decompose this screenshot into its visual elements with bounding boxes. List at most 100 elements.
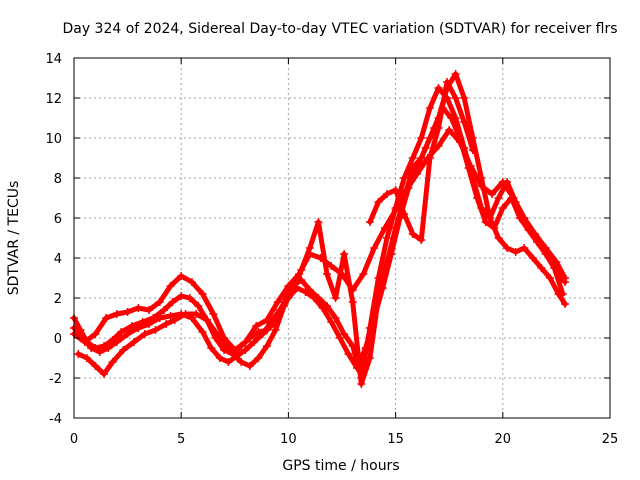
data-point-marker: [425, 104, 434, 112]
data-point-marker: [241, 338, 250, 346]
axis-ticks: 0 5 10 15 20 25 -4 -2 0 2 4 6 8 10 12 14: [45, 52, 618, 447]
data-point-marker: [460, 118, 469, 126]
data-point-marker: [509, 194, 518, 202]
data-point-marker: [314, 218, 323, 226]
y-tick-label: 0: [54, 332, 62, 347]
data-point-marker: [344, 350, 353, 358]
data-point-marker: [365, 354, 374, 362]
data-point-marker: [327, 262, 336, 270]
data-point-marker: [503, 244, 512, 252]
data-point-marker: [95, 348, 104, 356]
data-point-marker: [252, 322, 261, 330]
data-point-marker: [209, 310, 218, 318]
data-point-marker: [468, 146, 477, 154]
data-point-marker: [262, 316, 271, 324]
plot-frame: [73, 57, 611, 419]
data-point-marker: [335, 334, 344, 342]
data-point-marker: [102, 314, 111, 322]
data-point-marker: [220, 334, 229, 342]
data-point-marker: [127, 322, 136, 330]
data-point-marker: [473, 194, 482, 202]
data-point-marker: [391, 186, 400, 194]
data-point-marker: [134, 304, 143, 312]
data-point-marker: [245, 362, 254, 370]
data-point-marker: [374, 198, 383, 206]
data-point-marker: [258, 330, 267, 338]
data-point-marker: [273, 298, 282, 306]
y-tick-label: 2: [54, 292, 62, 307]
data-point-marker: [155, 298, 164, 306]
data-point-marker: [100, 370, 109, 378]
data-point-marker: [530, 230, 539, 238]
data-point-marker: [280, 302, 289, 310]
series-line: [71, 105, 566, 371]
data-point-marker: [434, 124, 443, 132]
data-point-marker: [185, 294, 194, 302]
data-point-marker: [123, 330, 132, 338]
data-point-marker: [541, 244, 550, 252]
y-tick-label: 6: [54, 212, 62, 227]
data-point-marker: [370, 244, 379, 252]
y-tick-label: 4: [54, 252, 62, 267]
data-point-marker: [192, 310, 201, 318]
data-point-marker: [119, 346, 128, 354]
data-point-marker: [383, 234, 392, 242]
data-series-layer: [70, 70, 569, 388]
y-tick-label: 12: [45, 92, 62, 107]
data-point-marker: [408, 164, 417, 172]
data-point-marker: [198, 328, 207, 336]
x-tick-label: 15: [387, 432, 404, 447]
data-point-marker: [338, 270, 346, 278]
data-point-marker: [455, 138, 464, 146]
data-point-marker: [383, 190, 392, 198]
y-tick-label: -4: [49, 412, 62, 427]
data-point-marker: [230, 346, 239, 354]
y-tick-label: -2: [49, 372, 62, 387]
data-point-marker: [284, 282, 293, 290]
data-point-marker: [74, 350, 83, 358]
data-point-marker: [224, 358, 233, 366]
data-point-marker: [267, 318, 276, 326]
data-point-marker: [447, 114, 456, 122]
data-point-marker: [271, 326, 280, 334]
data-point-marker: [466, 162, 475, 170]
data-point-marker: [318, 304, 327, 312]
data-point-marker: [104, 344, 113, 352]
data-point-marker: [202, 316, 211, 324]
data-point-marker: [408, 230, 417, 238]
data-point-marker: [80, 338, 89, 346]
data-point-marker: [374, 294, 383, 302]
data-point-marker: [413, 170, 422, 178]
data-point-marker: [166, 312, 175, 320]
data-point-marker: [400, 174, 409, 182]
x-tick-label: 5: [177, 432, 185, 447]
data-point-marker: [91, 330, 100, 338]
x-tick-label: 20: [495, 432, 512, 447]
data-point-marker: [288, 286, 297, 294]
data-point-marker: [130, 338, 139, 346]
data-point-marker: [552, 258, 561, 266]
y-tick-label: 14: [45, 52, 62, 67]
data-point-marker: [520, 214, 529, 222]
data-point-marker: [460, 94, 469, 102]
data-point-marker: [162, 320, 171, 328]
series-pass-3: [74, 70, 569, 388]
y-axis-label: SDTVAR / TECUs: [6, 181, 22, 296]
data-point-marker: [554, 290, 563, 298]
data-point-marker: [425, 154, 434, 162]
data-point-marker: [537, 264, 546, 272]
data-point-marker: [322, 270, 331, 278]
data-point-marker: [82, 354, 91, 362]
data-point-marker: [155, 314, 164, 322]
data-point-marker: [425, 134, 434, 142]
data-point-marker: [87, 344, 96, 352]
data-point-marker: [207, 344, 216, 352]
data-point-marker: [359, 270, 368, 278]
x-tick-label: 10: [280, 432, 297, 447]
data-point-marker: [400, 210, 409, 218]
data-point-marker: [511, 248, 520, 256]
data-point-marker: [151, 326, 160, 334]
data-point-marker: [417, 134, 426, 142]
data-point-marker: [177, 292, 186, 300]
